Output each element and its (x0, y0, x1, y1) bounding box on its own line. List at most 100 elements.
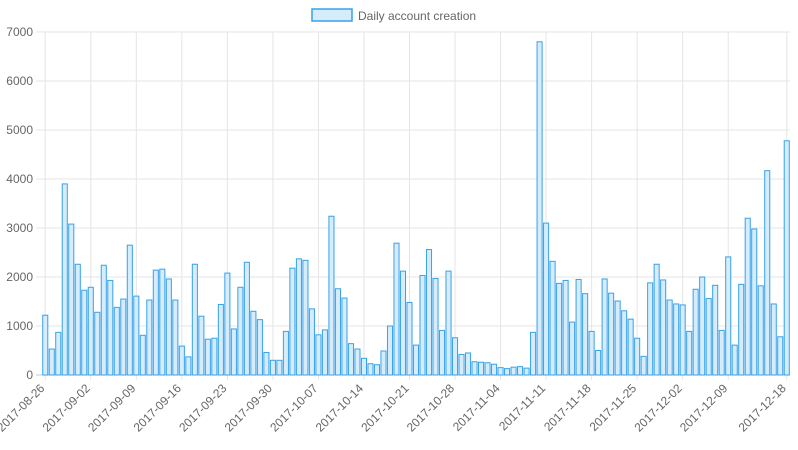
bar[interactable] (718, 329, 725, 376)
bar[interactable] (660, 279, 667, 376)
bar[interactable] (666, 299, 673, 376)
bar[interactable] (419, 275, 426, 376)
bar[interactable] (556, 282, 563, 376)
bar[interactable] (360, 357, 367, 376)
bar[interactable] (601, 278, 608, 376)
bar[interactable] (653, 263, 660, 376)
bar[interactable] (751, 228, 758, 376)
bar[interactable] (347, 343, 354, 376)
bar[interactable] (582, 293, 589, 376)
bar[interactable] (640, 355, 647, 376)
bar[interactable] (269, 359, 276, 376)
bar[interactable] (673, 303, 680, 376)
bar[interactable] (295, 258, 302, 376)
bar[interactable] (100, 264, 107, 376)
bar[interactable] (61, 183, 68, 376)
bar[interactable] (172, 299, 179, 376)
bar[interactable] (549, 260, 556, 376)
bar[interactable] (451, 337, 459, 376)
bar[interactable] (777, 336, 784, 376)
bar[interactable] (504, 368, 511, 376)
bar[interactable] (237, 286, 244, 376)
bar[interactable] (399, 270, 407, 376)
bar[interactable] (530, 331, 537, 376)
bar[interactable] (224, 272, 231, 376)
bar[interactable] (536, 41, 543, 376)
legend[interactable]: Daily account creation (311, 8, 476, 23)
bar[interactable] (178, 345, 185, 376)
bar[interactable] (87, 286, 94, 376)
bar[interactable] (120, 298, 127, 376)
bar[interactable] (458, 353, 465, 376)
bar[interactable] (614, 300, 621, 376)
bar[interactable] (627, 318, 634, 376)
bar[interactable] (699, 276, 706, 376)
bar[interactable] (217, 303, 224, 376)
bar[interactable] (432, 277, 439, 376)
bar[interactable] (133, 295, 140, 376)
bar[interactable] (647, 282, 654, 376)
bar[interactable] (731, 344, 738, 376)
bar[interactable] (445, 270, 452, 376)
bar[interactable] (146, 299, 153, 376)
bar[interactable] (562, 279, 569, 376)
bar[interactable] (341, 297, 348, 376)
bar[interactable] (412, 344, 420, 376)
bar[interactable] (679, 304, 686, 376)
bar[interactable] (94, 311, 101, 376)
bar[interactable] (712, 284, 719, 376)
bar[interactable] (354, 348, 361, 376)
bar[interactable] (497, 367, 504, 376)
bar[interactable] (315, 334, 322, 376)
bar[interactable] (569, 321, 576, 376)
bar[interactable] (185, 356, 192, 376)
bar[interactable] (263, 351, 270, 376)
bar[interactable] (634, 337, 641, 376)
bar[interactable] (55, 331, 62, 376)
bar[interactable] (282, 330, 289, 376)
bar[interactable] (575, 278, 582, 376)
bar[interactable] (380, 350, 387, 376)
bar[interactable] (334, 288, 341, 376)
bar[interactable] (686, 330, 693, 376)
bar[interactable] (517, 366, 524, 376)
bar[interactable] (159, 268, 166, 376)
bar[interactable] (308, 308, 315, 376)
bar[interactable] (48, 348, 55, 376)
bar[interactable] (621, 310, 628, 376)
bar[interactable] (256, 319, 263, 376)
bar[interactable] (484, 362, 491, 376)
bar[interactable] (471, 361, 478, 376)
bar[interactable] (243, 261, 250, 376)
bar[interactable] (406, 301, 413, 376)
bar[interactable] (152, 269, 159, 376)
bar[interactable] (81, 289, 88, 376)
bar[interactable] (465, 352, 472, 376)
bar[interactable] (783, 140, 790, 376)
bar[interactable] (608, 292, 615, 376)
bar[interactable] (204, 338, 211, 376)
bar[interactable] (738, 283, 745, 376)
bar[interactable] (367, 363, 374, 376)
bar[interactable] (588, 330, 595, 376)
bar[interactable] (543, 222, 550, 376)
bar[interactable] (113, 306, 120, 376)
bar[interactable] (107, 279, 114, 376)
bar[interactable] (250, 310, 257, 376)
bar[interactable] (764, 170, 771, 376)
bar[interactable] (139, 334, 146, 376)
bar[interactable] (744, 217, 751, 376)
bar[interactable] (302, 259, 309, 376)
bar[interactable] (211, 337, 218, 376)
bar[interactable] (757, 285, 764, 376)
bar[interactable] (510, 366, 517, 376)
bar[interactable] (523, 367, 530, 376)
bar[interactable] (289, 267, 296, 376)
bar[interactable] (191, 263, 198, 376)
bar[interactable] (770, 303, 777, 376)
bar[interactable] (692, 288, 699, 376)
bar[interactable] (74, 263, 81, 376)
bar[interactable] (595, 350, 602, 376)
bar[interactable] (321, 329, 328, 376)
bar[interactable] (373, 364, 381, 376)
